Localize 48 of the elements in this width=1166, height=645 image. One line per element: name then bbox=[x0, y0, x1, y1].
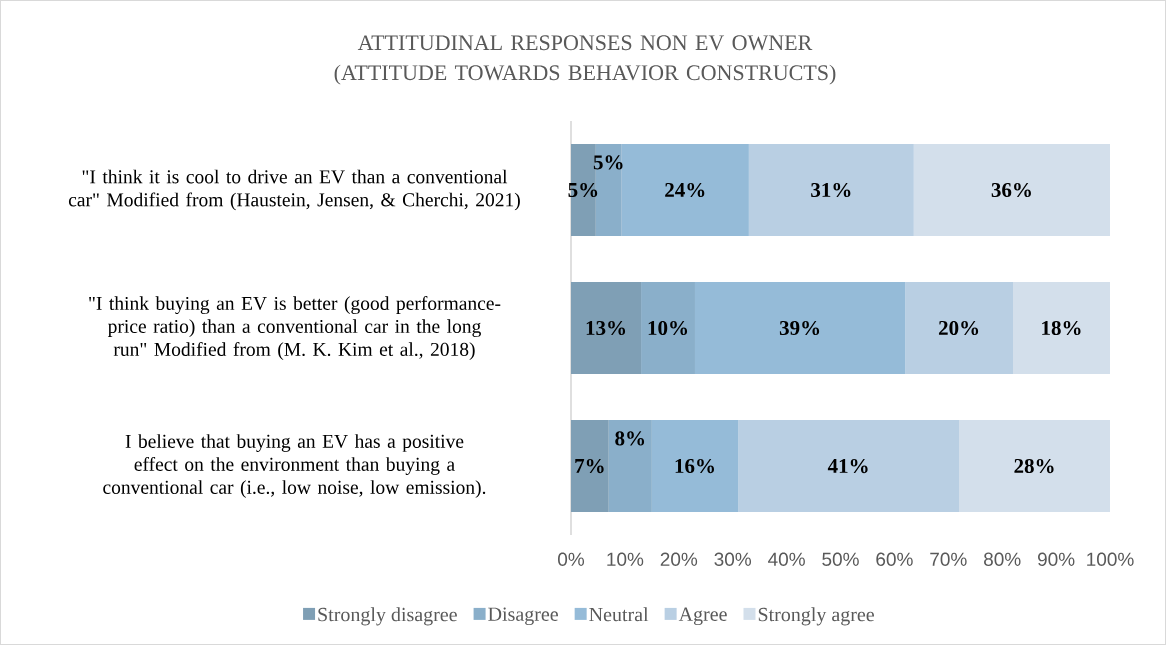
bar bbox=[905, 281, 1013, 375]
x-tick-label: 40% bbox=[768, 552, 805, 566]
bar bbox=[621, 143, 749, 237]
legend-label: Strongly disagree bbox=[318, 607, 457, 626]
data-label: 20% bbox=[938, 320, 979, 336]
data-label: 28% bbox=[1014, 458, 1054, 474]
data-label: 8% bbox=[615, 431, 645, 446]
data-label: 31% bbox=[811, 182, 851, 198]
bar bbox=[959, 419, 1111, 513]
legend-label: Neutral bbox=[589, 607, 649, 622]
x-tick-label: 90% bbox=[1037, 552, 1075, 566]
bar bbox=[571, 281, 642, 375]
bar bbox=[571, 419, 609, 513]
bar bbox=[595, 143, 622, 237]
chart-title: ATTITUDINAL RESPONSES NON EV OWNER (ATTITUDE TOWARDS BEHAVIOR CONSTRUCTS) bbox=[334, 35, 836, 85]
bar bbox=[641, 281, 695, 375]
x-tick-label: 80% bbox=[984, 552, 1021, 566]
data-label: 18% bbox=[1042, 320, 1081, 336]
data-label: 24% bbox=[665, 182, 705, 198]
x-tick-label: 60% bbox=[876, 552, 913, 566]
bar bbox=[608, 419, 652, 513]
x-tick-label: 100% bbox=[1087, 552, 1134, 566]
x-tick-label: 50% bbox=[822, 552, 859, 566]
data-label: 10% bbox=[648, 320, 688, 336]
bar bbox=[913, 143, 1111, 237]
data-label: 41% bbox=[827, 458, 868, 474]
bar bbox=[694, 281, 906, 375]
data-label: 5% bbox=[593, 155, 623, 170]
x-tick-label: 30% bbox=[714, 552, 752, 566]
legend-label: Disagree bbox=[488, 607, 558, 626]
x-tick-label: 20% bbox=[660, 552, 698, 566]
bar bbox=[651, 419, 739, 513]
data-label: 13% bbox=[586, 320, 626, 336]
x-tick-label: 0% bbox=[558, 552, 585, 566]
x-tick-label: 70% bbox=[930, 552, 967, 566]
bar bbox=[1012, 281, 1111, 375]
legend-label: Agree bbox=[678, 607, 727, 626]
x-tick-label: 10% bbox=[607, 552, 644, 566]
data-label: 16% bbox=[675, 458, 715, 474]
legend-label: Strongly agree bbox=[758, 607, 874, 626]
data-label: 39% bbox=[779, 320, 820, 336]
bar bbox=[748, 143, 914, 237]
bar bbox=[738, 419, 960, 513]
y-tick-label: "I think it is cool to drive an EV than a conventional car" Modified from (Haustein, Jensen, & Cherchi, 2021) bbox=[68, 169, 520, 211]
y-tick-label: I believe that buying an EV has a positive effect on the environment than buying a conventional car (i.e., low noise, low emission). bbox=[103, 434, 486, 498]
data-label: 7% bbox=[575, 458, 604, 474]
y-tick-label: "I think buying an EV is better (good performance-price ratio) than a conventional car in the long run" Modified from (M. K. Kim et al., 2018) bbox=[89, 296, 501, 360]
data-label: 36% bbox=[991, 182, 1031, 198]
